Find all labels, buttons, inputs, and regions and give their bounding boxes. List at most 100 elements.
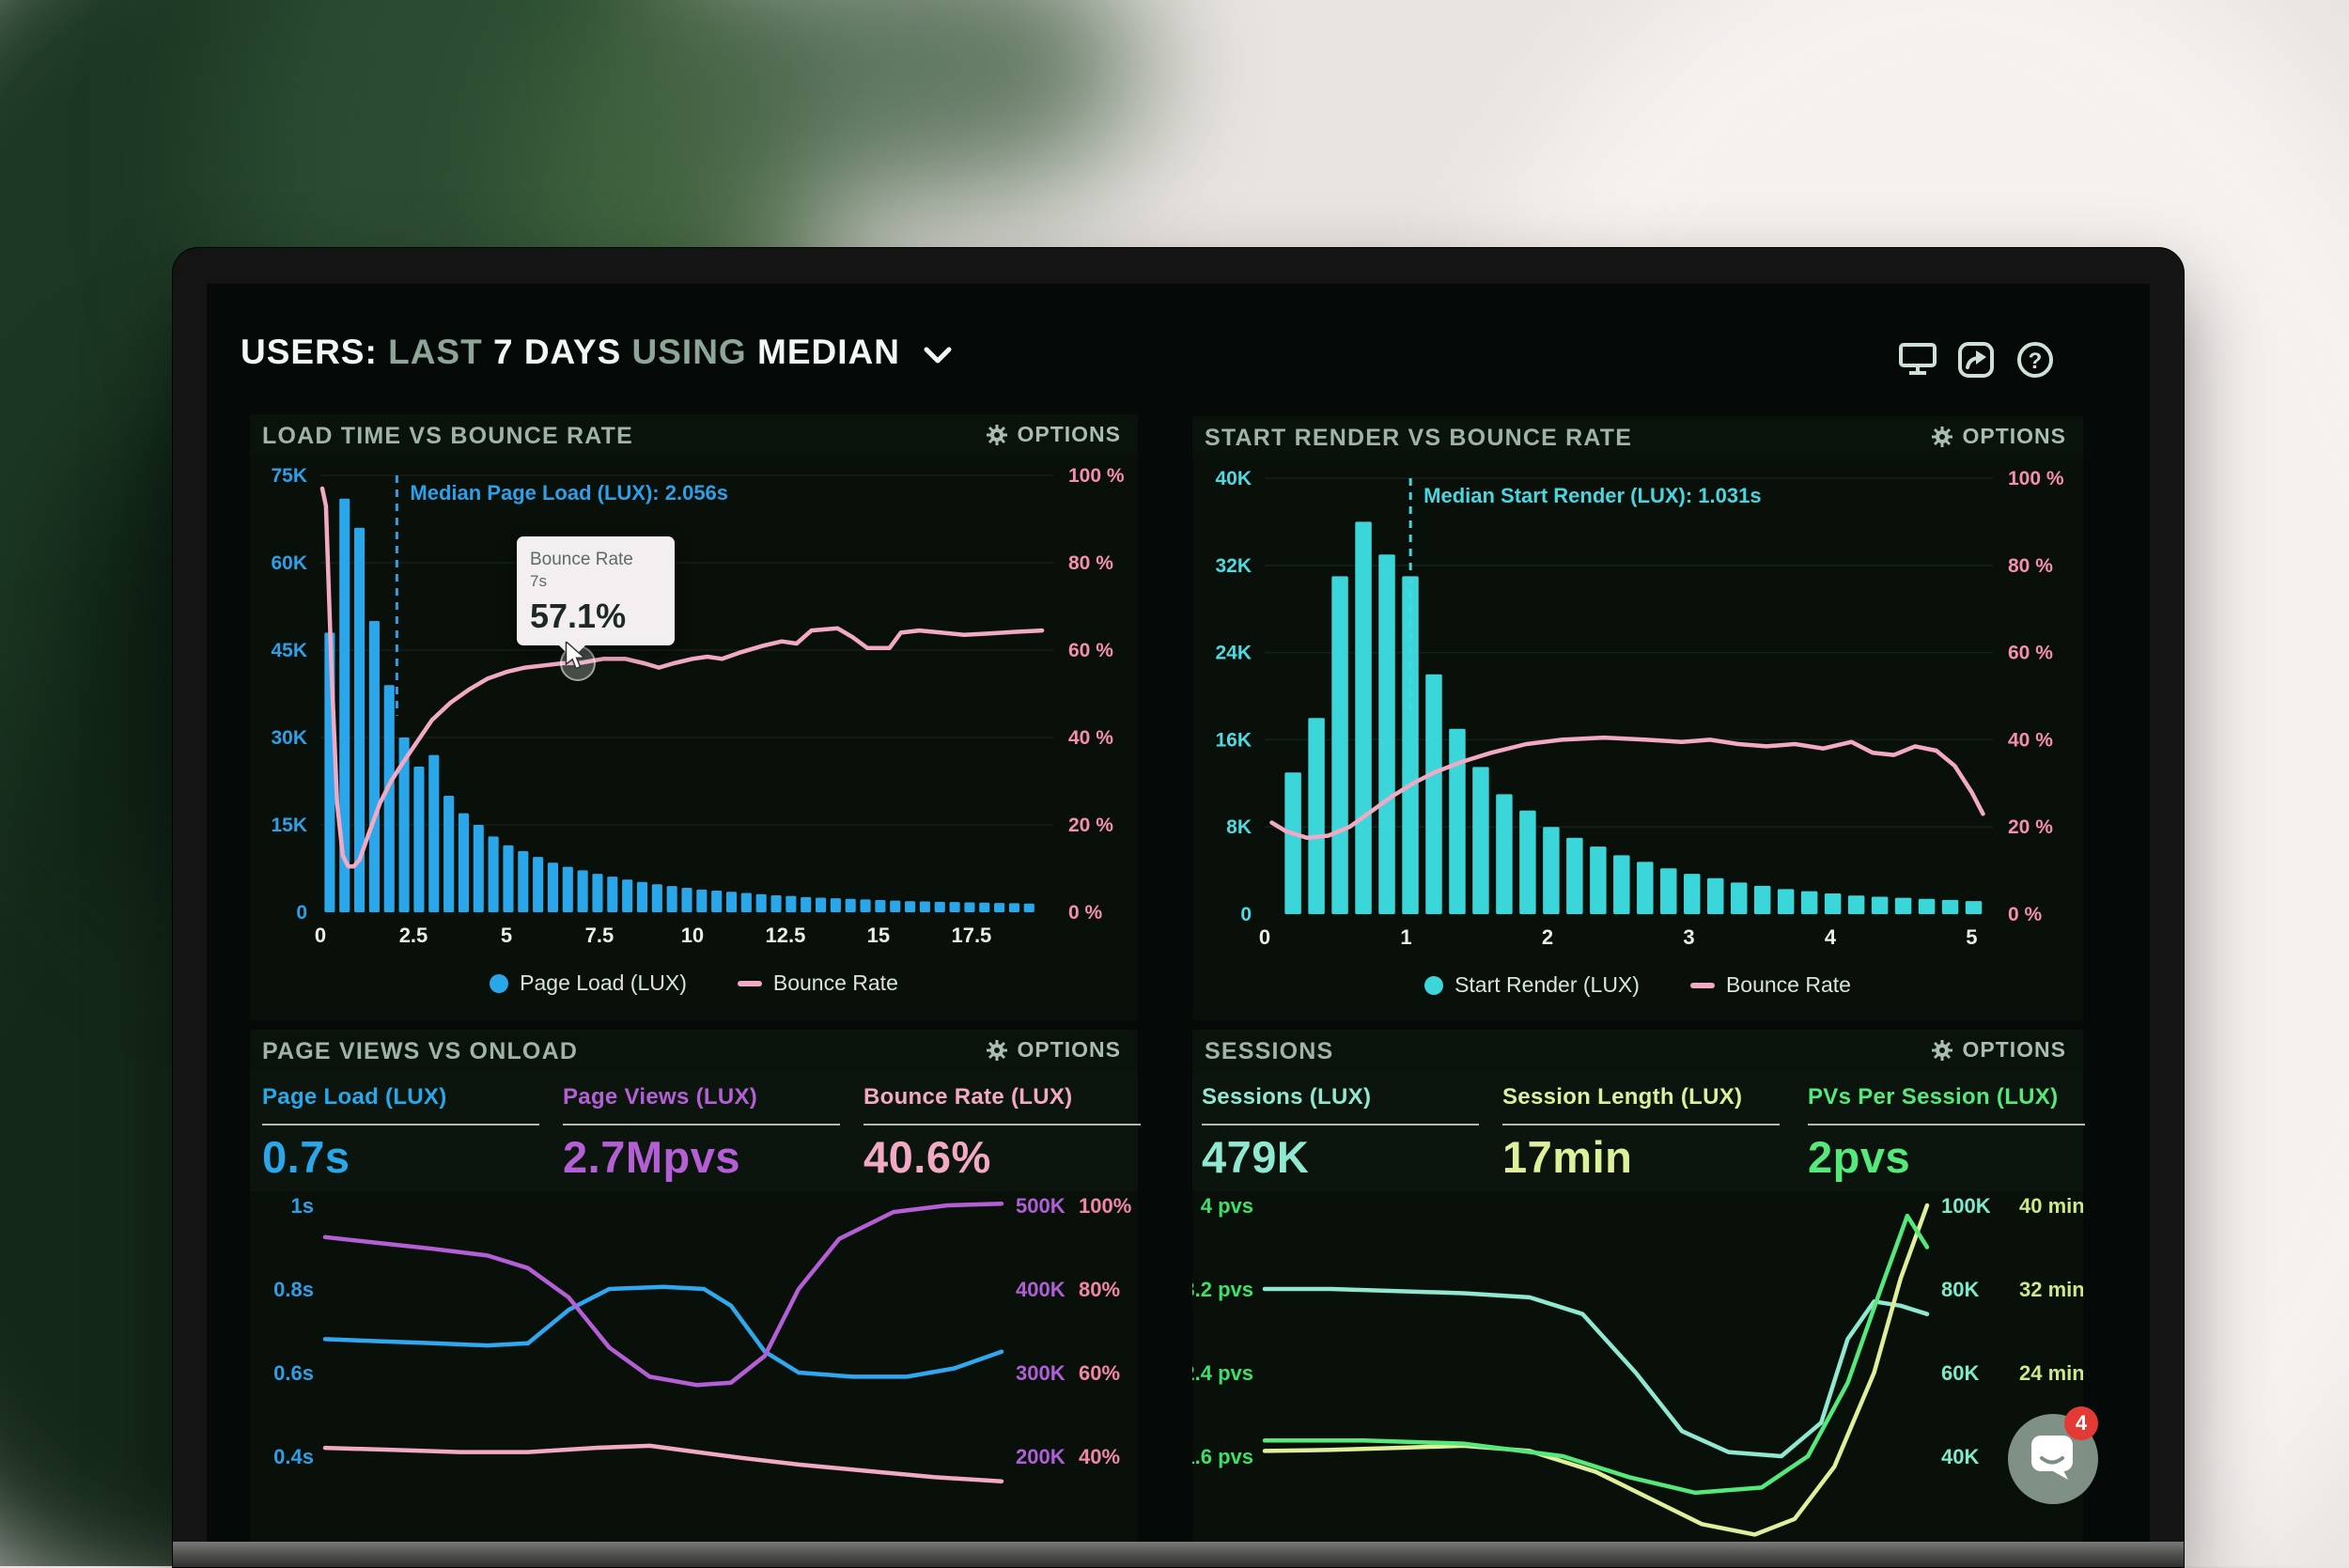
gear-icon <box>987 424 1008 445</box>
svg-text:5: 5 <box>501 924 512 947</box>
svg-text:100 %: 100 % <box>1068 465 1125 487</box>
display-icon[interactable] <box>1898 340 1937 378</box>
svg-text:40 min: 40 min <box>2019 1194 2083 1218</box>
title-using: USING <box>631 333 747 371</box>
title-7days: 7 DAYS <box>492 333 622 371</box>
panel-page-views: PAGE VIEWS VS ONLOAD OPTIONS Page Load (… <box>250 1030 1141 1543</box>
svg-text:100 %: 100 % <box>2008 468 2064 489</box>
laptop-bezel: USERS: LAST 7 DAYS USING MEDIAN <box>172 247 2185 1568</box>
svg-text:32K: 32K <box>1215 555 1252 577</box>
start-render-vs-bounce-chart: Median Start Render (LUX): 1.031s 40K 32K 2… <box>1215 468 2064 949</box>
svg-text:200K: 200K <box>1016 1445 1066 1468</box>
metric-pvs-per-session: PVs Per Session (LUX) 2pvs <box>1808 1084 2090 1183</box>
svg-text:500K: 500K <box>1016 1194 1066 1218</box>
chat-unread-badge: 4 <box>2064 1406 2098 1440</box>
page-views-vs-onload-chart: 1s 0.8s 0.6s 0.4s 500K 100% 400K 80% 300K 60% 200K… <box>273 1194 1131 1483</box>
svg-text:300K: 300K <box>1016 1361 1066 1385</box>
svg-text:60 %: 60 % <box>2008 643 2053 664</box>
page-load-legend-dot <box>490 973 509 993</box>
title-users: USERS: <box>241 333 378 371</box>
share-icon[interactable] <box>1958 340 1996 378</box>
chat-bubble-icon <box>2031 1436 2073 1480</box>
svg-text:24K: 24K <box>1215 643 1252 664</box>
svg-text:100K: 100K <box>1941 1194 1991 1218</box>
svg-text:40K: 40K <box>1941 1445 1979 1468</box>
bounce-rate-tooltip: Bounce Rate 7s 57.1% <box>517 536 675 659</box>
panel-title-load-time: LOAD TIME VS BOUNCE RATE <box>262 423 634 449</box>
metric-page-load: Page Load (LUX) 0.7s <box>262 1084 544 1183</box>
svg-text:32 min: 32 min <box>2019 1278 2083 1301</box>
svg-text:400K: 400K <box>1016 1278 1066 1301</box>
svg-text:15: 15 <box>867 924 890 947</box>
sessions-chart: 4 pvs 3.2 pvs 2.4 pvs 1.6 pvs 100K 40 min 80K 3… <box>1192 1194 2083 1537</box>
mouse-cursor <box>565 642 586 670</box>
svg-text:40 %: 40 % <box>1068 727 1113 749</box>
svg-text:0.6s: 0.6s <box>273 1361 314 1385</box>
svg-text:40K: 40K <box>1215 468 1252 489</box>
options-button-load-time[interactable]: OPTIONS <box>980 421 1127 448</box>
svg-text:10: 10 <box>681 924 704 947</box>
bounce-rate-legend-dash <box>737 980 762 986</box>
metric-page-views: Page Views (LUX) 2.7Mpvs <box>563 1084 845 1183</box>
options-button-start-render[interactable]: OPTIONS <box>1925 423 2072 450</box>
svg-text:80 %: 80 % <box>1068 552 1113 574</box>
chat-widget-button[interactable]: 4 <box>2008 1406 2098 1504</box>
svg-text:2.4 pvs: 2.4 pvs <box>1192 1361 1253 1385</box>
svg-text:20 %: 20 % <box>1068 815 1113 836</box>
panel-sessions: SESSIONS OPTIONS Sessions (LUX) 479K Ses… <box>1192 1030 2085 1543</box>
svg-text:7.5: 7.5 <box>585 924 614 947</box>
svg-text:80%: 80% <box>1079 1278 1120 1301</box>
title-last: LAST <box>388 333 483 371</box>
legend-load-time: Page Load (LUX) Bounce Rate <box>250 970 1138 996</box>
svg-text:0: 0 <box>1240 904 1252 925</box>
svg-text:15K: 15K <box>271 815 307 836</box>
gear-icon <box>1932 426 1953 447</box>
options-button-sessions[interactable]: OPTIONS <box>1925 1036 2072 1063</box>
metric-session-length: Session Length (LUX) 17min <box>1502 1084 1784 1183</box>
svg-text:0: 0 <box>315 924 326 947</box>
panel-title-sessions: SESSIONS <box>1205 1038 1334 1064</box>
svg-text:80K: 80K <box>1941 1278 1979 1301</box>
svg-text:4: 4 <box>1825 925 1837 949</box>
gear-icon <box>987 1039 1008 1061</box>
dashboard-screen: USERS: LAST 7 DAYS USING MEDIAN <box>207 284 2150 1543</box>
svg-text:4 pvs: 4 pvs <box>1201 1194 1253 1218</box>
panel-load-time: LOAD TIME VS BOUNCE RATE OPTIONS Median … <box>250 414 1138 1020</box>
svg-text:0.4s: 0.4s <box>273 1445 314 1468</box>
svg-text:24 min: 24 min <box>2019 1361 2083 1385</box>
users-period-dropdown[interactable]: USERS: LAST 7 DAYS USING MEDIAN <box>241 333 952 372</box>
svg-text:60K: 60K <box>271 552 307 574</box>
legend-start-render: Start Render (LUX) Bounce Rate <box>1192 972 2083 998</box>
svg-text:0: 0 <box>296 902 307 924</box>
svg-text:60K: 60K <box>1941 1361 1979 1385</box>
metrics-row: Sessions (LUX) 479K Session Length (LUX)… <box>1192 1071 2085 1191</box>
app-header: USERS: LAST 7 DAYS USING MEDIAN <box>241 333 2112 398</box>
help-icon[interactable]: ? <box>2016 340 2054 378</box>
panel-title-page-views: PAGE VIEWS VS ONLOAD <box>262 1038 579 1064</box>
svg-text:1s: 1s <box>291 1194 314 1218</box>
svg-text:40%: 40% <box>1079 1445 1120 1468</box>
start-render-legend-dot <box>1424 975 1444 995</box>
svg-text:60%: 60% <box>1079 1361 1120 1385</box>
svg-text:2.5: 2.5 <box>399 924 428 947</box>
metrics-row: Page Load (LUX) 0.7s Page Views (LUX) 2.… <box>250 1071 1141 1191</box>
svg-text:20 %: 20 % <box>2008 816 2053 838</box>
svg-text:75K: 75K <box>271 465 307 487</box>
svg-text:2: 2 <box>1542 925 1553 949</box>
svg-text:0 %: 0 % <box>2008 904 2043 925</box>
panel-title-start-render: START RENDER VS BOUNCE RATE <box>1205 425 1633 451</box>
svg-text:40 %: 40 % <box>2008 729 2053 751</box>
svg-text:30K: 30K <box>271 727 307 749</box>
gear-icon <box>1932 1039 1953 1061</box>
svg-text:0: 0 <box>1259 925 1270 949</box>
svg-text:1: 1 <box>1400 925 1411 949</box>
svg-text:16K: 16K <box>1215 729 1252 751</box>
metric-sessions: Sessions (LUX) 479K <box>1202 1084 1484 1183</box>
svg-text:0.8s: 0.8s <box>273 1278 314 1301</box>
bounce-rate-legend-dash <box>1689 982 1715 988</box>
svg-text:17.5: 17.5 <box>951 924 991 947</box>
options-button-page-views[interactable]: OPTIONS <box>980 1036 1127 1063</box>
load-time-vs-bounce-chart: Median Page Load (LUX): 2.056s 75K 60K 45K 3… <box>271 465 1125 947</box>
laptop-hinge <box>173 1542 2184 1567</box>
svg-text:45K: 45K <box>271 640 307 661</box>
